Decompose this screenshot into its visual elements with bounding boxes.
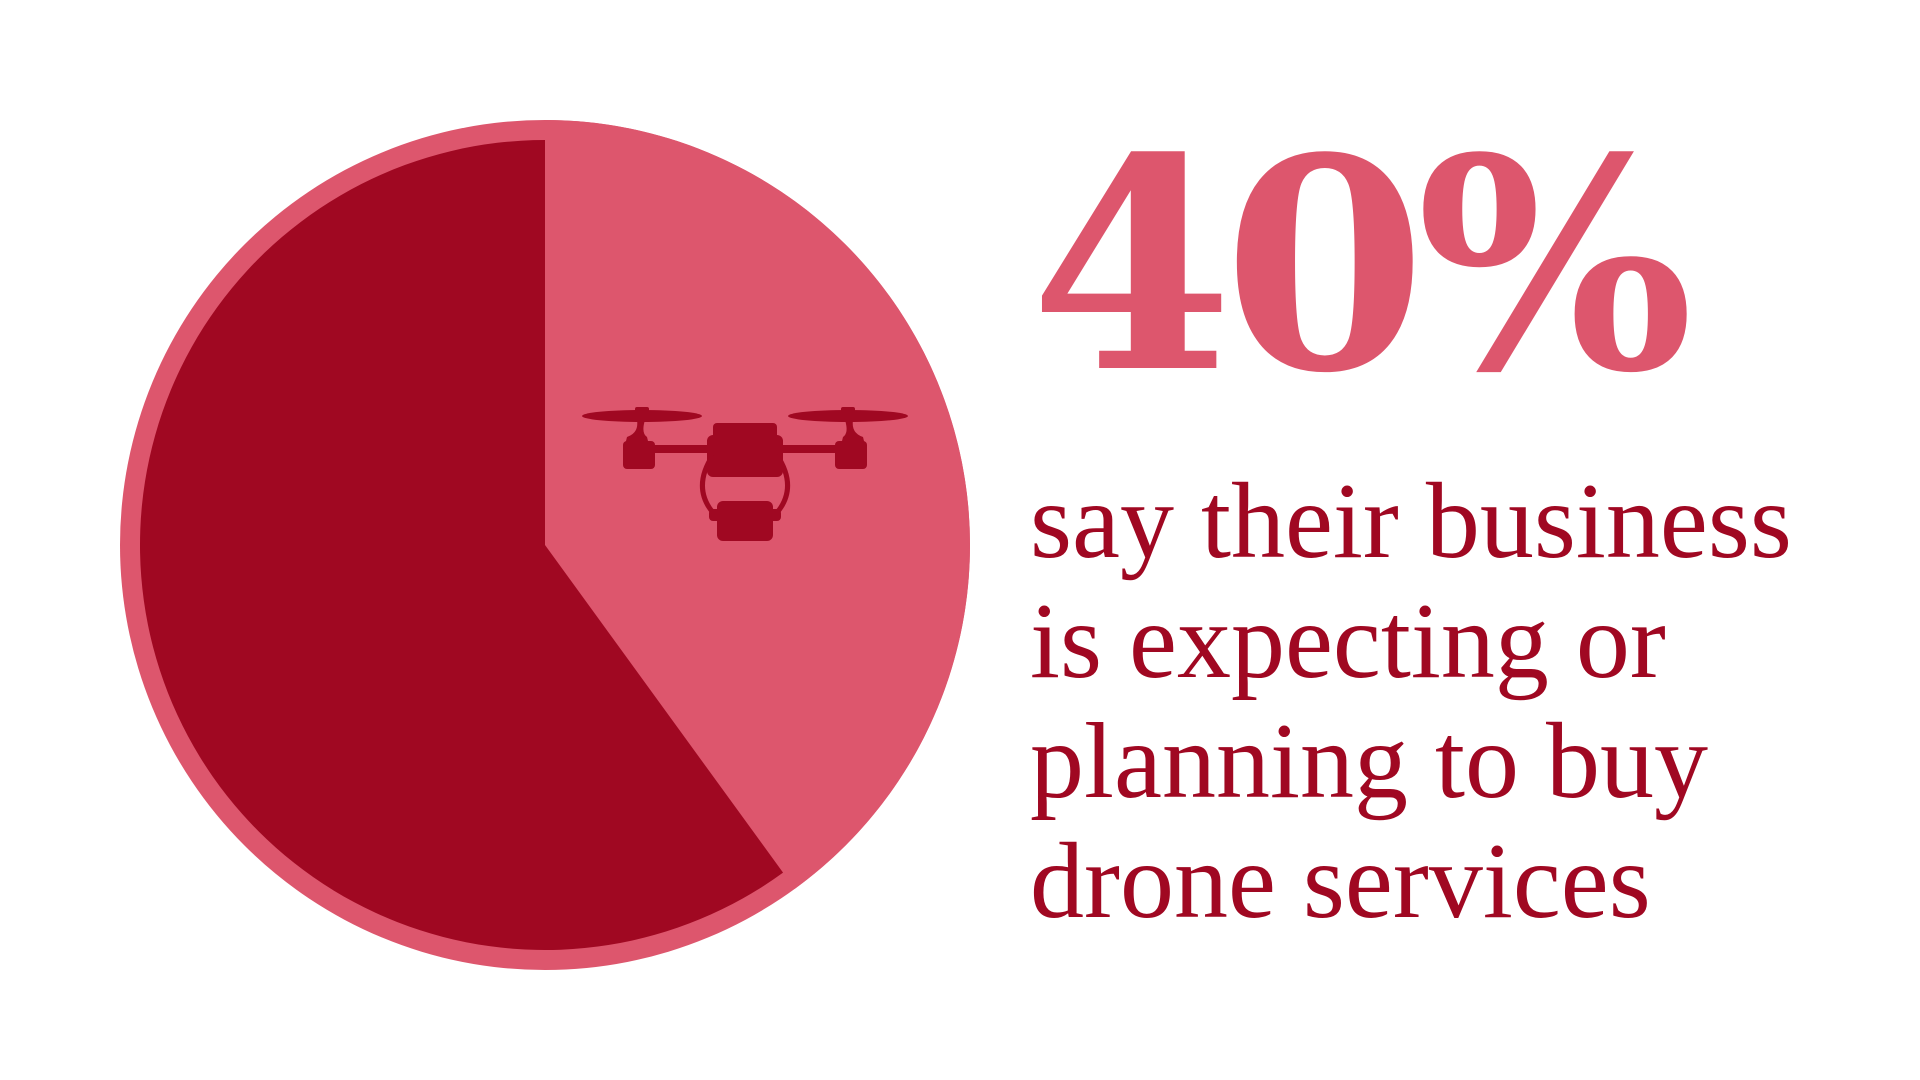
stat-block: 40% say their business is expecting or p…: [1030, 120, 1890, 942]
stat-caption: say their business is expecting or plann…: [1030, 462, 1890, 942]
drone-icon: [582, 407, 908, 541]
caption-line: is expecting or: [1030, 582, 1666, 701]
pie-slice-base: [140, 140, 784, 950]
stat-percentage: 40%: [1030, 94, 1694, 437]
caption-line: planning to buy: [1030, 702, 1708, 821]
caption-line: drone services: [1030, 822, 1651, 941]
caption-line: say their business: [1030, 462, 1792, 581]
pie-chart: [120, 120, 970, 970]
